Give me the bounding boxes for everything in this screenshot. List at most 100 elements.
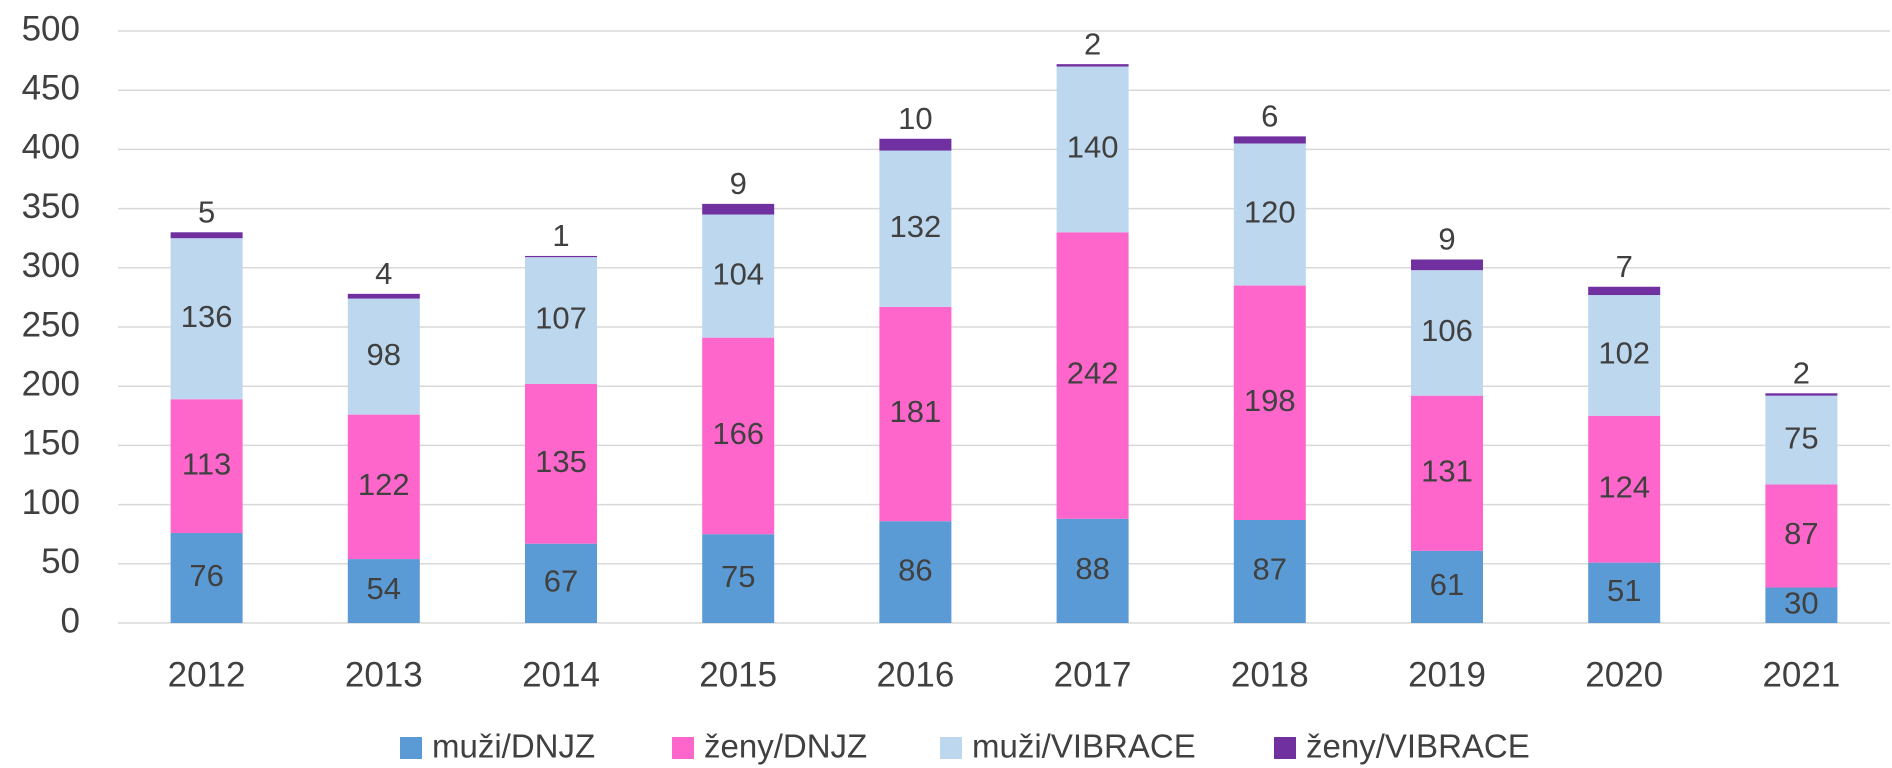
legend-label: ženy/VIBRACE bbox=[1306, 728, 1530, 765]
bar-segment bbox=[702, 214, 775, 338]
x-tick-label: 2019 bbox=[1408, 655, 1486, 694]
y-tick-label: 300 bbox=[22, 246, 80, 285]
y-tick-label: 50 bbox=[41, 542, 80, 581]
bar-segment bbox=[525, 257, 597, 384]
legend-swatch bbox=[672, 737, 694, 759]
bar-segment bbox=[1056, 518, 1129, 623]
bar-segment bbox=[879, 306, 952, 522]
data-label: 9 bbox=[730, 166, 747, 201]
legend-swatch bbox=[1274, 737, 1296, 759]
bar-segment bbox=[347, 293, 420, 299]
bar-segment bbox=[1411, 259, 1483, 271]
data-label: 166 bbox=[712, 416, 764, 451]
bar-segment bbox=[1765, 393, 1838, 396]
bar-segment bbox=[1765, 395, 1838, 485]
data-label: 181 bbox=[890, 394, 942, 429]
x-tick-label: 2012 bbox=[168, 655, 246, 694]
data-label: 51 bbox=[1607, 573, 1641, 608]
bar-segment bbox=[525, 383, 597, 544]
data-label: 242 bbox=[1067, 356, 1119, 391]
bar-segment bbox=[1056, 232, 1129, 519]
y-tick-label: 100 bbox=[22, 483, 80, 522]
data-label: 198 bbox=[1244, 383, 1296, 418]
legend-swatch bbox=[940, 737, 962, 759]
data-label: 131 bbox=[1421, 453, 1473, 488]
data-label: 140 bbox=[1067, 130, 1119, 165]
x-tick-label: 2013 bbox=[345, 655, 423, 694]
data-label: 135 bbox=[535, 444, 587, 479]
x-tick-label: 2016 bbox=[876, 655, 954, 694]
bar-segment bbox=[1411, 270, 1483, 396]
y-tick-label: 250 bbox=[22, 305, 80, 344]
y-tick-label: 400 bbox=[22, 128, 80, 167]
data-label: 54 bbox=[367, 571, 401, 606]
y-tick-label: 0 bbox=[61, 601, 80, 640]
bar-segment bbox=[1233, 136, 1306, 144]
bar-segment bbox=[347, 559, 420, 623]
bar-segment bbox=[1233, 143, 1306, 286]
bar-segment bbox=[1588, 415, 1661, 563]
bar-segment bbox=[525, 255, 597, 258]
bar-segment bbox=[347, 414, 420, 560]
data-label: 61 bbox=[1430, 567, 1464, 602]
legend-swatch bbox=[400, 737, 422, 759]
bar-segment bbox=[1233, 519, 1306, 623]
data-label: 122 bbox=[358, 467, 410, 502]
bar-segment bbox=[702, 203, 775, 215]
bar-segment bbox=[1056, 64, 1129, 67]
bar-segment bbox=[170, 232, 243, 239]
bar-segment bbox=[702, 337, 775, 535]
data-label: 107 bbox=[535, 301, 587, 336]
bar-segment bbox=[1588, 295, 1661, 416]
legend-label: muži/DNJZ bbox=[432, 728, 595, 765]
data-label: 2 bbox=[1793, 355, 1810, 390]
bar-segment bbox=[1765, 484, 1838, 588]
data-label: 7 bbox=[1616, 249, 1633, 284]
bar-segment bbox=[879, 521, 952, 623]
bar-segment bbox=[170, 238, 243, 400]
x-tick-label: 2014 bbox=[522, 655, 600, 694]
data-label: 86 bbox=[898, 552, 932, 587]
bar-segment bbox=[1588, 286, 1661, 296]
legend-label: muži/VIBRACE bbox=[972, 728, 1196, 765]
x-tick-label: 2021 bbox=[1762, 655, 1840, 694]
data-label: 98 bbox=[367, 337, 401, 372]
y-tick-label: 350 bbox=[22, 187, 80, 226]
x-tick-label: 2017 bbox=[1054, 655, 1132, 694]
bar-segment bbox=[170, 533, 243, 623]
bar-segment bbox=[1411, 550, 1483, 623]
data-label: 87 bbox=[1784, 516, 1818, 551]
bar-segment bbox=[170, 399, 243, 534]
bar-segment bbox=[702, 534, 775, 623]
legend-label: ženy/DNJZ bbox=[704, 728, 867, 765]
data-label: 102 bbox=[1598, 336, 1650, 371]
data-label: 113 bbox=[182, 446, 231, 481]
data-label: 5 bbox=[198, 194, 215, 229]
data-label: 67 bbox=[544, 564, 578, 599]
data-label: 75 bbox=[1784, 420, 1818, 455]
data-label: 132 bbox=[890, 209, 942, 244]
bar-segment bbox=[879, 138, 952, 151]
bar-segment bbox=[879, 150, 952, 307]
bar-segment bbox=[347, 298, 420, 415]
x-tick-label: 2015 bbox=[699, 655, 777, 694]
data-label: 88 bbox=[1075, 551, 1109, 586]
data-label: 9 bbox=[1438, 222, 1455, 257]
data-label: 10 bbox=[898, 101, 932, 136]
data-label: 76 bbox=[189, 558, 223, 593]
bar-segment bbox=[1588, 562, 1661, 623]
bar-segment bbox=[1233, 285, 1306, 520]
data-label: 136 bbox=[181, 299, 233, 334]
data-label: 1 bbox=[552, 218, 569, 253]
data-label: 87 bbox=[1253, 552, 1287, 587]
data-label: 120 bbox=[1244, 195, 1296, 230]
data-label: 75 bbox=[721, 559, 755, 594]
data-label: 2 bbox=[1084, 26, 1101, 61]
y-tick-label: 150 bbox=[22, 424, 80, 463]
y-tick-label: 450 bbox=[22, 68, 80, 107]
data-label: 30 bbox=[1784, 585, 1818, 620]
bar-segment bbox=[525, 543, 597, 623]
data-label: 6 bbox=[1261, 99, 1278, 134]
x-tick-label: 2020 bbox=[1585, 655, 1663, 694]
